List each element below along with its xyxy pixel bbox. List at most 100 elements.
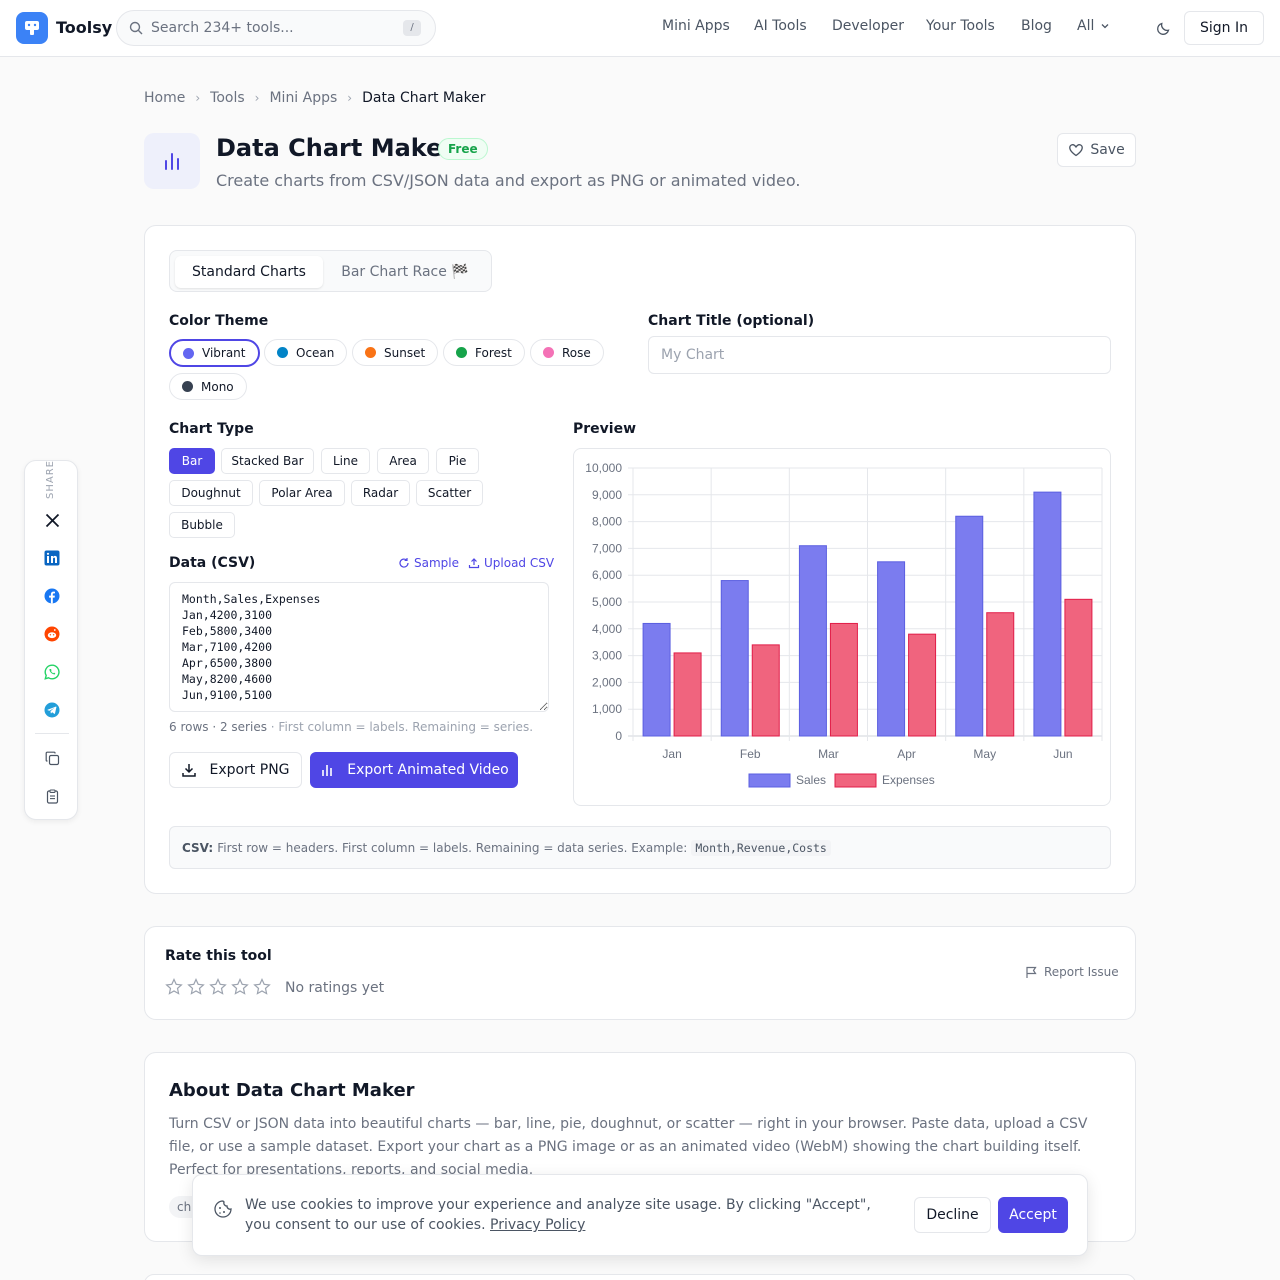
telegram-icon[interactable] bbox=[43, 701, 61, 719]
theme-label: Ocean bbox=[296, 345, 335, 360]
bar-chart-icon bbox=[322, 765, 333, 776]
star-icon[interactable] bbox=[253, 978, 271, 996]
chart-type-stacked-bar[interactable]: Stacked Bar bbox=[221, 448, 314, 474]
chart-type-polar-area[interactable]: Polar Area bbox=[259, 480, 345, 506]
x-twitter-icon[interactable] bbox=[43, 511, 61, 529]
sign-in-button[interactable]: Sign In bbox=[1184, 11, 1264, 45]
star-icon[interactable] bbox=[187, 978, 205, 996]
theme-label: Sunset bbox=[384, 345, 426, 360]
save-button[interactable]: Save bbox=[1057, 133, 1136, 167]
y-tick-label: 6,000 bbox=[592, 568, 622, 582]
star-icon[interactable] bbox=[209, 978, 227, 996]
bar-expenses-mar bbox=[829, 622, 858, 737]
breadcrumb-home[interactable]: Home bbox=[144, 90, 186, 106]
accept-cookies-button[interactable]: Accept bbox=[998, 1197, 1068, 1233]
no-ratings-text: No ratings yet bbox=[285, 980, 385, 996]
flag-icon bbox=[1026, 966, 1037, 978]
chart-type-area[interactable]: Area bbox=[377, 448, 429, 474]
nav-developer[interactable]: Developer bbox=[832, 18, 905, 34]
breadcrumb-tools[interactable]: Tools bbox=[210, 90, 245, 106]
bar-chart: 0 1,000 2,000 3,000 4,000 5,000 6,000 7,000 8,00… bbox=[585, 461, 1103, 788]
y-tick-label: 7,000 bbox=[592, 541, 622, 555]
chart-title-label: Chart Title (optional) bbox=[648, 313, 815, 329]
theme-sunset[interactable]: Sunset bbox=[352, 339, 439, 366]
color-swatch bbox=[543, 347, 554, 358]
share-label: SHARE bbox=[45, 460, 56, 499]
rating-card bbox=[144, 926, 1136, 1020]
upload-csv-button[interactable]: Upload CSV bbox=[468, 556, 554, 570]
x-tick-label: Feb bbox=[740, 747, 761, 761]
toolsy-logo-icon[interactable] bbox=[16, 12, 48, 44]
csv-data-textarea[interactable]: Month,Sales,Expenses Jan,4200,3100 Feb,5… bbox=[169, 582, 549, 712]
cookie-banner: We use cookies to improve your experienc… bbox=[192, 1174, 1088, 1256]
sample-data-button[interactable]: Sample bbox=[398, 556, 459, 570]
row-series-count: 6 rows · 2 series bbox=[169, 720, 267, 734]
chart-title-input[interactable] bbox=[648, 336, 1111, 374]
about-title: About Data Chart Maker bbox=[169, 1080, 415, 1101]
nav-all-dropdown[interactable]: All bbox=[1077, 18, 1110, 34]
color-swatch bbox=[182, 381, 193, 392]
reddit-icon[interactable] bbox=[43, 625, 61, 643]
nav-ai-tools[interactable]: AI Tools bbox=[754, 18, 807, 34]
whatsapp-icon[interactable] bbox=[43, 663, 61, 681]
cookie-message: We use cookies to improve your experienc… bbox=[245, 1195, 875, 1235]
theme-mono[interactable]: Mono bbox=[169, 373, 247, 400]
heart-icon bbox=[1069, 144, 1084, 157]
upload-label: Upload CSV bbox=[484, 556, 555, 570]
divider bbox=[35, 733, 69, 734]
star-icon[interactable] bbox=[231, 978, 249, 996]
linkedin-icon[interactable] bbox=[43, 549, 61, 567]
chart-type-pie[interactable]: Pie bbox=[436, 448, 479, 474]
chart-type-radar[interactable]: Radar bbox=[351, 480, 410, 506]
tab-bar-chart-race[interactable]: Bar Chart Race 🏁 bbox=[341, 264, 469, 280]
legend-label: Sales bbox=[796, 773, 826, 787]
export-animated-video-button[interactable]: Export Animated Video bbox=[310, 752, 518, 788]
chart-type-line[interactable]: Line bbox=[321, 448, 370, 474]
chart-type-bubble[interactable]: Bubble bbox=[169, 512, 235, 538]
brand-name[interactable]: Toolsy bbox=[56, 18, 113, 37]
search-shortcut-hint: / bbox=[403, 20, 421, 36]
report-issue-button[interactable]: Report Issue bbox=[1025, 965, 1119, 979]
nav-your-tools[interactable]: Your Tools bbox=[926, 18, 995, 34]
facebook-icon[interactable] bbox=[43, 587, 61, 605]
data-summary: 6 rows · 2 series · First column = label… bbox=[169, 720, 533, 734]
chart-type-doughnut[interactable]: Doughnut bbox=[169, 480, 253, 506]
dark-mode-toggle[interactable] bbox=[1152, 16, 1176, 40]
chart-type-bar[interactable]: Bar bbox=[169, 448, 215, 474]
copy-link-icon[interactable] bbox=[43, 749, 61, 767]
download-icon bbox=[182, 764, 197, 777]
cookie-icon bbox=[214, 1200, 232, 1218]
search-input[interactable] bbox=[151, 20, 391, 36]
theme-forest[interactable]: Forest bbox=[443, 339, 525, 366]
sample-label: Sample bbox=[414, 556, 459, 570]
decline-cookies-button[interactable]: Decline bbox=[914, 1197, 991, 1233]
nav-mini-apps[interactable]: Mini Apps bbox=[662, 18, 730, 34]
nav-blog[interactable]: Blog bbox=[1021, 18, 1052, 34]
legend-swatch bbox=[834, 773, 877, 788]
theme-vibrant[interactable]: Vibrant bbox=[169, 339, 260, 367]
chevron-down-icon bbox=[1101, 24, 1109, 29]
theme-rose[interactable]: Rose bbox=[530, 339, 604, 366]
privacy-policy-link[interactable]: Privacy Policy bbox=[490, 1217, 586, 1233]
y-tick-label: 10,000 bbox=[585, 461, 622, 475]
search-bar[interactable]: / bbox=[116, 10, 436, 46]
bar-sales-jan bbox=[642, 622, 671, 737]
breadcrumb-mini-apps[interactable]: Mini Apps bbox=[269, 90, 338, 106]
star-icon[interactable] bbox=[165, 978, 183, 996]
tab-standard-charts[interactable]: Standard Charts bbox=[175, 256, 323, 288]
y-tick-label: 3,000 bbox=[592, 649, 622, 663]
chart-preview: 0 1,000 2,000 3,000 4,000 5,000 6,000 7,000 8,00… bbox=[573, 448, 1111, 806]
x-tick-label: Jan bbox=[662, 747, 681, 761]
theme-ocean[interactable]: Ocean bbox=[264, 339, 348, 366]
chart-type-scatter[interactable]: Scatter bbox=[416, 480, 483, 506]
x-tick-label: May bbox=[973, 747, 996, 761]
star-rating[interactable] bbox=[165, 978, 271, 996]
export-png-button[interactable]: Export PNG bbox=[169, 752, 302, 788]
y-tick-label: 0 bbox=[615, 729, 622, 743]
clipboard-icon[interactable] bbox=[43, 787, 61, 805]
y-tick-label: 4,000 bbox=[592, 622, 622, 636]
next-card bbox=[144, 1274, 1136, 1280]
csv-format-hint: CSV: First row = headers. First column =… bbox=[169, 826, 1111, 869]
chart-mode-tabs: Standard Charts Bar Chart Race 🏁 bbox=[169, 250, 492, 292]
report-label: Report Issue bbox=[1044, 965, 1119, 979]
